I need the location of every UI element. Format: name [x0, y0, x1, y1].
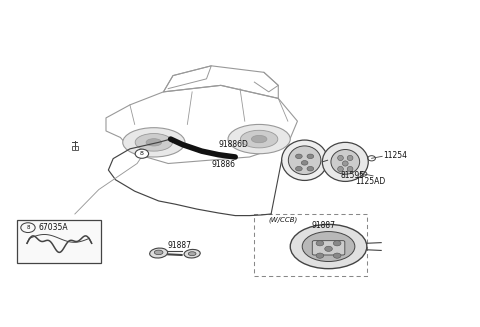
Ellipse shape [252, 135, 267, 143]
Ellipse shape [323, 142, 368, 181]
Circle shape [301, 161, 308, 165]
Circle shape [296, 166, 302, 171]
Bar [72, 146, 78, 150]
Ellipse shape [188, 252, 196, 256]
Ellipse shape [282, 140, 327, 181]
Ellipse shape [337, 155, 343, 161]
Ellipse shape [342, 161, 348, 166]
Text: (W/CCB): (W/CCB) [269, 216, 298, 223]
Ellipse shape [135, 133, 172, 151]
Circle shape [324, 246, 332, 251]
Circle shape [316, 253, 324, 258]
Ellipse shape [347, 166, 353, 172]
Ellipse shape [240, 130, 278, 148]
Ellipse shape [228, 125, 290, 154]
Circle shape [307, 154, 314, 159]
Text: 81595: 81595 [340, 171, 365, 180]
Circle shape [307, 166, 314, 171]
Text: 8: 8 [26, 225, 30, 230]
Ellipse shape [331, 149, 360, 174]
Ellipse shape [146, 139, 162, 146]
Ellipse shape [347, 155, 353, 161]
Ellipse shape [123, 128, 185, 157]
Text: 8: 8 [140, 151, 144, 156]
Ellipse shape [337, 166, 343, 172]
Text: 91887: 91887 [167, 241, 191, 250]
Circle shape [333, 241, 341, 246]
Ellipse shape [290, 224, 367, 269]
Ellipse shape [288, 146, 321, 175]
Text: 11254: 11254 [384, 151, 408, 160]
Bar [254, 214, 367, 276]
Bar [17, 220, 101, 263]
Ellipse shape [184, 250, 200, 258]
Ellipse shape [155, 250, 163, 255]
Circle shape [135, 149, 149, 158]
Circle shape [296, 154, 302, 159]
Text: 91887: 91887 [312, 221, 336, 230]
Text: 91886: 91886 [211, 160, 235, 169]
Text: 91886D: 91886D [218, 140, 248, 149]
Ellipse shape [150, 248, 168, 258]
Text: 1125AD: 1125AD [355, 177, 385, 186]
Text: 67035A: 67035A [38, 223, 68, 232]
Ellipse shape [302, 232, 355, 262]
FancyBboxPatch shape [312, 241, 345, 255]
Circle shape [316, 241, 324, 246]
Circle shape [333, 253, 341, 258]
